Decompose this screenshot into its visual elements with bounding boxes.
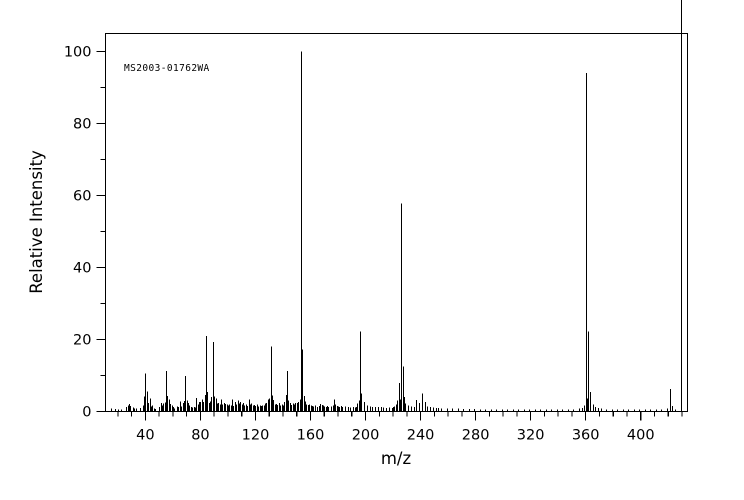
x-tick-label: 40: [136, 428, 154, 444]
y-tick-label: 20: [73, 333, 91, 349]
x-axis-tick-labels: 40 80 120 160 200 240 280 320 360 400: [136, 428, 654, 444]
x-tick-label: 240: [407, 428, 435, 444]
x-tick-label: 280: [462, 428, 490, 444]
peak-series: [110, 0, 683, 412]
x-axis-title: m/z: [381, 449, 411, 468]
x-tick-label: 200: [352, 428, 380, 444]
x-tick-label: 80: [191, 428, 209, 444]
plot-frame: [104, 32, 689, 413]
y-tick-label: 100: [64, 45, 92, 61]
y-axis-tick-labels: 0 20 40 60 80 100: [64, 45, 92, 421]
sample-id-annotation: MS2003-01762WA: [124, 63, 210, 74]
x-tick-label: 160: [297, 428, 325, 444]
y-tick-label: 60: [73, 189, 91, 205]
x-tick-label: 320: [517, 428, 545, 444]
y-tick-label: 0: [82, 405, 91, 421]
y-axis-ticks: [96, 50, 106, 413]
x-tick-label: 360: [572, 428, 600, 444]
y-axis-title: Relative Intensity: [27, 150, 46, 294]
y-tick-label: 80: [73, 117, 91, 133]
x-tick-label: 120: [242, 428, 270, 444]
x-axis-ticks: [117, 411, 683, 421]
x-tick-label: 400: [627, 428, 655, 444]
y-tick-label: 40: [73, 261, 91, 277]
